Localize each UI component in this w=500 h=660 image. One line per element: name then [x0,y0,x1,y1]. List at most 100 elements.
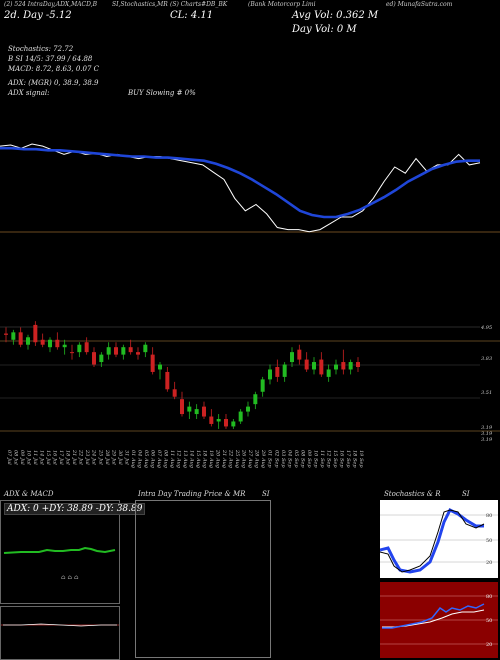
stochastics-readout: Stochastics: 72.72 [8,45,74,53]
candle-body [62,344,67,348]
header-crumb-5: ed) MunafaSutra.com [386,1,453,8]
date-tick-label: 10 Jul [26,450,32,465]
rsi-lines: 80 50 20 [380,582,498,658]
price-tick-5: 3.19 [481,431,493,437]
date-tick-label: 01 Sep [267,450,273,468]
date-tick-label: 18 Sep [352,450,358,468]
day-volume: Day Vol: 0 M [292,24,357,35]
adx-readout: ADX: (MGR) 0, 38.9, 38.9 [8,79,99,87]
candle-body [4,333,8,335]
adx-lines: ⌂ ⌂ ⌂ [3,546,116,581]
candle-body [187,406,192,412]
header-crumb-1: (2) 524 IntraDay,ADX,MACD,B [4,1,98,8]
date-tick-label: 21 Aug [221,449,227,468]
candle-body [275,367,280,377]
date-tick-label: 10 Sep [312,450,318,468]
candle-body [55,339,60,348]
candle-body [348,362,353,370]
candle-body [158,364,162,370]
candle-body [304,359,309,370]
date-tick-label: 15 Sep [332,450,338,468]
candle-body [297,349,302,360]
price-tick-6: 3.19 [481,437,493,443]
date-tick-label: 19 Aug [208,450,214,468]
date-tick-label: 01 Aug [130,450,136,468]
candle-body [290,352,294,363]
candle-body [77,344,82,353]
candle-body [282,364,287,377]
date-tick-label: 11 Jul [32,450,38,465]
date-tick-label: 24 Jul [91,449,97,465]
price-tick-2: 3.83 [481,356,492,362]
candle-body [40,339,45,345]
date-tick-label: 07 Aug [156,450,162,468]
stoch-lines: 80 50 20 [380,500,498,578]
macd-line [3,623,117,627]
price-line [0,143,481,233]
candle-body [99,354,104,363]
price-tick-top: 4.95 [480,325,492,331]
price-tick-4: 3.19 [481,425,493,431]
candle-body [194,409,199,415]
candle-body [312,362,316,370]
candle-body [238,411,243,422]
date-tick-label: 05 Sep [293,450,299,468]
candle-body [180,399,184,415]
candle-body [341,362,346,370]
candle-body [84,342,89,353]
date-tick-label: 17 Sep [345,450,351,468]
date-tick-label: 08 Jul [13,450,19,465]
date-tick-label: 03 Sep [280,450,286,468]
date-tick-label: 19 Sep [358,450,364,468]
adx-values-box: ADX: 0 +DY: 38.89 -DY: 38.89 [4,503,146,515]
date-tick-label: 31 Jul [123,450,129,465]
stoch-tick-50: 50 [486,538,492,544]
candle-body [216,419,221,422]
date-tick-label: 22 Aug [228,449,234,468]
candle-body [33,324,38,343]
date-tick-label: 11 Aug [169,450,175,468]
date-tick-label: 14 Aug [189,450,195,468]
date-tick-label: 12 Aug [176,450,182,468]
macd-lines [1,623,119,627]
date-tick-label: 14 Jul [39,450,45,465]
rsi-blue-line [382,603,485,629]
candle-body [209,416,214,424]
date-tick-label: 25 Aug [234,449,240,468]
date-tick-label: 26 Aug [241,449,247,468]
candle-body [260,379,265,392]
date-tick-label: 17 Jul [58,450,64,465]
candle-body [143,344,148,353]
ma-lines [0,143,481,233]
stoch-panel-title: Stochastics & R [384,490,441,498]
candle-body [172,389,177,397]
candles [4,321,360,429]
date-tick-label: 04 Aug [136,450,142,468]
date-tick-label: 29 Jul [110,449,116,465]
rsi-tick-80: 80 [486,594,492,600]
date-tick-label: 18 Aug [202,450,208,468]
candle-body [268,369,272,380]
ma-line-chart [0,143,500,233]
date-tick-label: 25 Jul [97,449,103,465]
date-tick-label: 23 Jul [84,449,90,465]
moving-average-line [0,146,480,219]
date-tick-label: 07 Jul [6,450,12,465]
date-tick-label: 08 Sep [299,450,305,468]
date-tick-label: 04 Sep [286,450,292,468]
date-tick-label: 12 Sep [325,450,331,468]
rsi-tick-50: 50 [486,618,492,624]
intraday-panel [135,500,271,658]
adx-mark-text: ⌂ ⌂ ⌂ [61,574,79,581]
candle-body [106,347,111,355]
candlestick-chart: 4.95 3.83 3.51 3.19 3.19 3.19 [0,321,500,443]
stoch-tick-20: 20 [486,560,492,566]
date-tick-label: 08 Aug [162,450,168,468]
date-tick-label: 15 Aug [195,450,201,468]
stochastics-panel: 80 50 20 [380,500,498,578]
candle-body [253,394,258,405]
candle-body [326,369,331,377]
intraday-panel-si: SI [262,490,270,498]
header-crumb-3: (S) Charts#DB_BK [170,1,228,8]
stoch-tick-80: 80 [486,513,492,519]
